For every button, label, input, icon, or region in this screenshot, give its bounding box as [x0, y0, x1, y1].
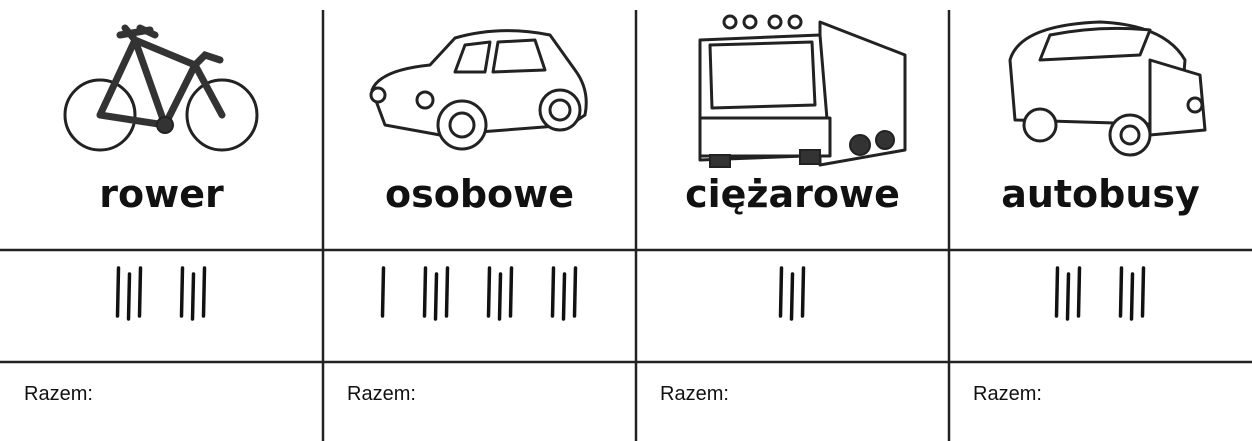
tally-mark [486, 266, 492, 318]
tally-mark [550, 266, 556, 318]
car-icon [369, 29, 588, 151]
tally-mark [126, 272, 132, 321]
vehicle-label: ciężarowe [685, 172, 900, 216]
tally-mark [508, 266, 514, 318]
table-grid [0, 10, 1252, 441]
truck-icon [698, 14, 907, 168]
tally-mark [433, 272, 439, 321]
bicycle-icon [63, 24, 259, 152]
total-label: Razem: [660, 383, 729, 405]
tally-mark [137, 266, 143, 318]
tally-mark [115, 266, 121, 318]
tally-mark [1129, 272, 1135, 321]
tally-mark [201, 266, 207, 318]
bus-icon [1008, 20, 1207, 157]
tally-mark [1140, 266, 1146, 318]
tally-mark [444, 266, 450, 318]
tally-mark [572, 266, 578, 318]
tally-mark [778, 266, 784, 318]
tally-mark [179, 266, 185, 318]
tally-mark [422, 266, 428, 318]
vehicle-label: rower [99, 172, 224, 216]
vehicle-label: osobowe [385, 172, 574, 216]
total-label: Razem: [24, 383, 93, 405]
tally-mark [497, 272, 503, 321]
tally-mark [789, 272, 795, 321]
tally-mark [1076, 266, 1082, 318]
total-label: Razem: [973, 383, 1042, 405]
tally-mark [1054, 266, 1060, 318]
tally-mark [1065, 272, 1071, 321]
tally-mark [800, 266, 806, 318]
tally-mark [380, 266, 386, 318]
tally-mark [1118, 266, 1124, 318]
tally-mark [561, 272, 567, 321]
tally-mark [190, 272, 196, 321]
total-label: Razem: [347, 383, 416, 405]
vehicle-label: autobusy [1001, 172, 1200, 216]
